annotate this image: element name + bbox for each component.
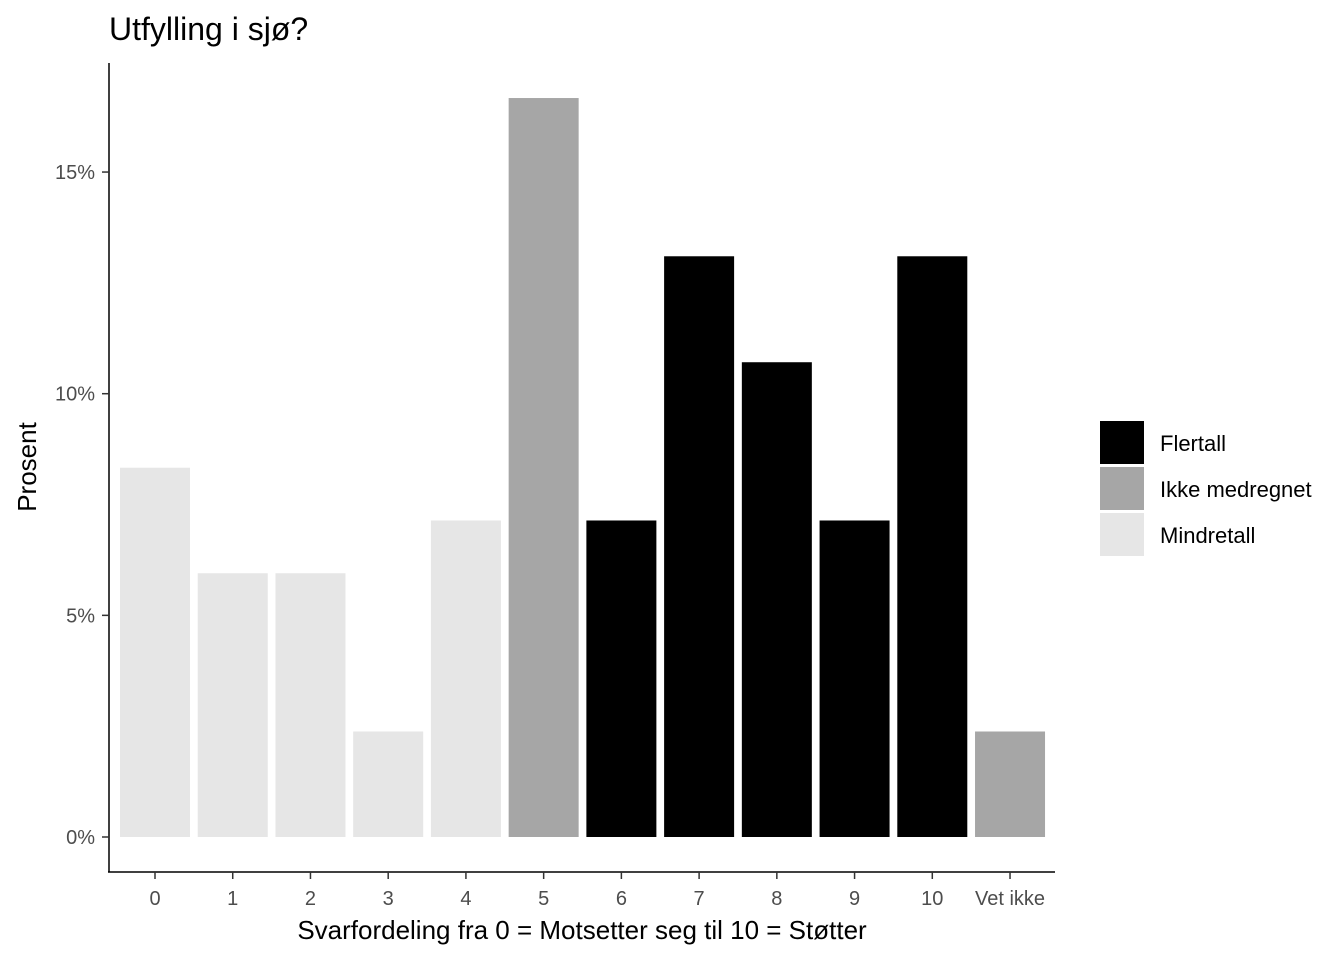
legend-label: Flertall <box>1160 431 1226 456</box>
bar-9 <box>819 520 890 837</box>
bar-10 <box>897 256 968 838</box>
x-tick-label: 8 <box>771 888 782 910</box>
x-tick-label: 0 <box>149 888 160 910</box>
x-tick-label: 4 <box>460 888 471 910</box>
chart-title: Utfylling i sjø? <box>109 11 308 47</box>
y-tick-label: 15% <box>55 162 95 184</box>
x-tick-label: 6 <box>616 888 627 910</box>
x-tick-label: 3 <box>383 888 394 910</box>
y-axis-title: Prosent <box>12 421 42 511</box>
bar-5 <box>508 98 579 837</box>
x-tick-label: 2 <box>305 888 316 910</box>
legend: Flertall Ikke medregnet Mindretall <box>1100 421 1312 556</box>
bar-8 <box>741 362 812 837</box>
bar-2 <box>275 573 346 837</box>
y-tick-label: 5% <box>66 605 95 627</box>
legend-swatch <box>1100 513 1144 556</box>
x-tick-label: Vet ikke <box>975 888 1045 910</box>
x-ticks: 0 1 2 3 4 5 6 7 8 9 10 Vet ikke <box>149 872 1045 910</box>
legend-swatch <box>1100 467 1144 510</box>
y-ticks: 0% 5% 10% 15% <box>55 162 109 849</box>
bar-4 <box>430 520 501 837</box>
bar-3 <box>353 731 424 837</box>
legend-label: Ikke medregnet <box>1160 477 1312 502</box>
bar-6 <box>586 520 657 837</box>
bars <box>120 98 1046 838</box>
x-tick-label: 1 <box>227 888 238 910</box>
legend-swatch <box>1100 421 1144 464</box>
legend-label: Mindretall <box>1160 523 1255 548</box>
x-tick-label: 7 <box>694 888 705 910</box>
bar-1 <box>197 573 268 837</box>
y-tick-label: 0% <box>66 827 95 849</box>
bar-0 <box>120 467 190 837</box>
bar-7 <box>664 256 735 838</box>
x-tick-label: 9 <box>849 888 860 910</box>
x-tick-label: 10 <box>921 888 943 910</box>
x-tick-label: 5 <box>538 888 549 910</box>
y-tick-label: 10% <box>55 384 95 406</box>
x-axis-title: Svarfordeling fra 0 = Motsetter seg til … <box>297 915 867 945</box>
bar-vet-ikke <box>975 731 1046 837</box>
